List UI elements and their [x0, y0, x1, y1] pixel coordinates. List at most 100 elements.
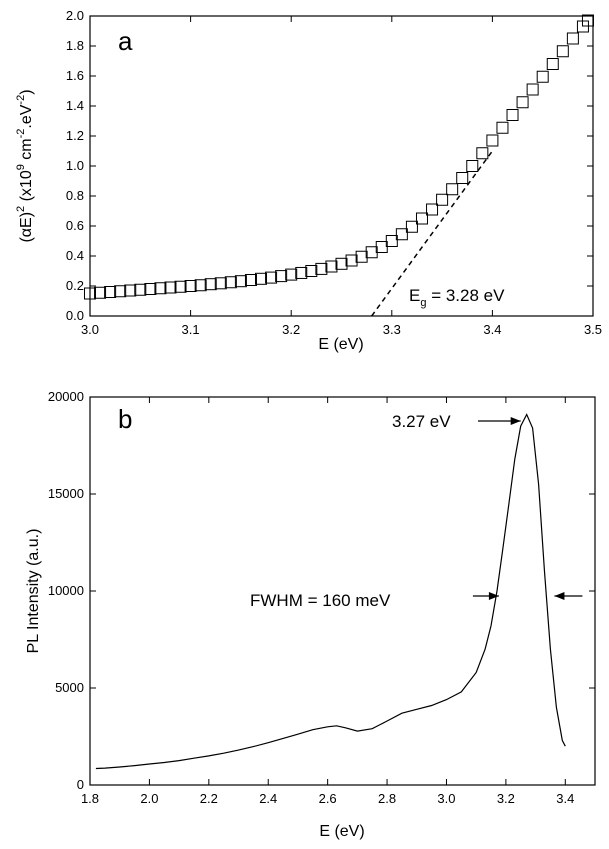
data-point	[295, 266, 308, 279]
x-tick-label: 2.0	[140, 791, 158, 806]
x-tick-label: 3.1	[182, 322, 200, 337]
y-tick-label: 1.0	[66, 158, 84, 173]
panel-a-fit	[371, 150, 494, 317]
y-tick-label: 1.4	[66, 98, 84, 113]
y-tick-label: 20000	[48, 389, 84, 404]
y-tick-label: 0.0	[66, 308, 84, 323]
data-point	[536, 70, 549, 83]
data-point	[104, 286, 117, 298]
y-tick-label: 15000	[48, 486, 84, 501]
data-point	[204, 278, 217, 291]
x-tick-label: 3.0	[81, 322, 99, 337]
panel-a-bandgap-annotation: Eg = 3.28 eV	[409, 286, 505, 309]
data-point	[365, 246, 378, 259]
panel-a-x-axis-title: E (eV)	[318, 336, 363, 353]
data-point	[265, 271, 278, 284]
x-tick-label: 3.0	[437, 791, 455, 806]
data-point	[395, 228, 408, 241]
fwhm-left-arrow	[472, 592, 499, 600]
x-tick-label: 2.6	[319, 791, 337, 806]
panel-b: 1.8 2.0 2.2 2.4 2.6 2.8 3.0 3.2 3.4 0 5000 10000 150…	[25, 389, 596, 840]
panel-b-pl-spectrum-line	[95, 413, 566, 770]
data-point	[426, 203, 439, 216]
panel-a-ticks: 3.0 3.1 3.2 3.3 3.4 3.5 0.0 0.2 0.4 0.6 0.8 1.0 1.2 1…	[66, 8, 602, 337]
panel-b-peak-annotation: 3.27 eV	[392, 412, 451, 431]
panel-a-data-points	[84, 14, 594, 300]
panel-b-fwhm-annotation: FWHM = 160 meV	[250, 591, 391, 610]
y-tick-label: 0.2	[66, 278, 84, 293]
data-point	[305, 265, 318, 277]
data-point	[385, 235, 398, 247]
y-tick-label: 0	[77, 777, 84, 792]
y-tick-label: 2.0	[66, 8, 84, 23]
x-tick-label: 2.4	[259, 791, 277, 806]
data-point	[144, 283, 157, 295]
data-point	[405, 220, 418, 233]
data-point	[476, 147, 489, 160]
data-point	[496, 121, 509, 134]
data-point	[355, 250, 368, 263]
x-tick-label: 3.3	[383, 322, 401, 337]
data-point	[566, 32, 579, 45]
y-tick-label: 1.8	[66, 38, 84, 53]
data-point	[174, 280, 187, 293]
data-point	[154, 282, 167, 295]
x-tick-label: 3.5	[584, 322, 602, 337]
data-point	[345, 254, 358, 267]
data-point	[94, 286, 107, 299]
peak-arrow	[478, 417, 521, 425]
linear-fit-line	[371, 150, 494, 317]
data-point	[466, 160, 479, 172]
data-point	[214, 277, 227, 290]
data-point	[456, 172, 469, 184]
data-point	[436, 193, 449, 206]
y-tick-label: 0.8	[66, 188, 84, 203]
data-point	[526, 83, 539, 96]
data-point	[446, 183, 459, 196]
panel-b-frame	[89, 396, 596, 786]
y-tick-label: 1.6	[66, 68, 84, 83]
y-tick-label: 0.4	[66, 248, 84, 263]
panel-a-y-axis-title: (αE)2 (x109 cm-2.eV-2)	[15, 89, 35, 242]
y-tick-label: 5000	[55, 680, 84, 695]
x-tick-label: 2.8	[378, 791, 396, 806]
panel-a: 3.0 3.1 3.2 3.3 3.4 3.5 0.0 0.2 0.4 0.6 0.8 1.0 1.2 1…	[15, 8, 602, 353]
data-point	[335, 257, 348, 270]
x-tick-label: 1.8	[81, 791, 99, 806]
fwhm-right-arrow	[554, 592, 583, 600]
data-point	[244, 274, 257, 286]
data-point	[556, 45, 569, 58]
data-point	[194, 279, 207, 292]
data-point	[375, 241, 388, 253]
data-point	[255, 272, 268, 285]
panel-b-letter: b	[118, 404, 132, 434]
y-tick-label: 1.2	[66, 128, 84, 143]
data-point	[164, 281, 177, 294]
data-point	[325, 260, 338, 273]
data-point	[546, 58, 559, 70]
data-point	[486, 134, 499, 147]
panel-b-y-axis-title: PL Intensity (a.u.)	[25, 529, 42, 654]
data-point	[184, 280, 197, 292]
data-point	[285, 268, 298, 281]
x-tick-label: 3.2	[282, 322, 300, 337]
x-tick-label: 3.2	[497, 791, 515, 806]
data-point	[275, 270, 288, 283]
panel-a-letter: a	[118, 26, 133, 56]
y-tick-label: 10000	[48, 583, 84, 598]
data-point	[516, 96, 529, 109]
y-tick-label: 0.6	[66, 218, 84, 233]
panel-a-frame	[89, 15, 594, 317]
x-tick-label: 2.2	[200, 791, 218, 806]
data-point	[234, 275, 247, 288]
panel-b-arrows	[472, 417, 583, 600]
data-point	[315, 262, 328, 275]
data-point	[124, 284, 137, 297]
x-tick-label: 3.4	[483, 322, 501, 337]
panel-b-x-axis-title: E (eV)	[319, 823, 364, 840]
data-point	[224, 276, 237, 289]
data-point	[114, 285, 127, 298]
data-point	[134, 283, 147, 296]
panel-b-ticks: 1.8 2.0 2.2 2.4 2.6 2.8 3.0 3.2 3.4 0 5000 10000 150…	[48, 389, 595, 806]
